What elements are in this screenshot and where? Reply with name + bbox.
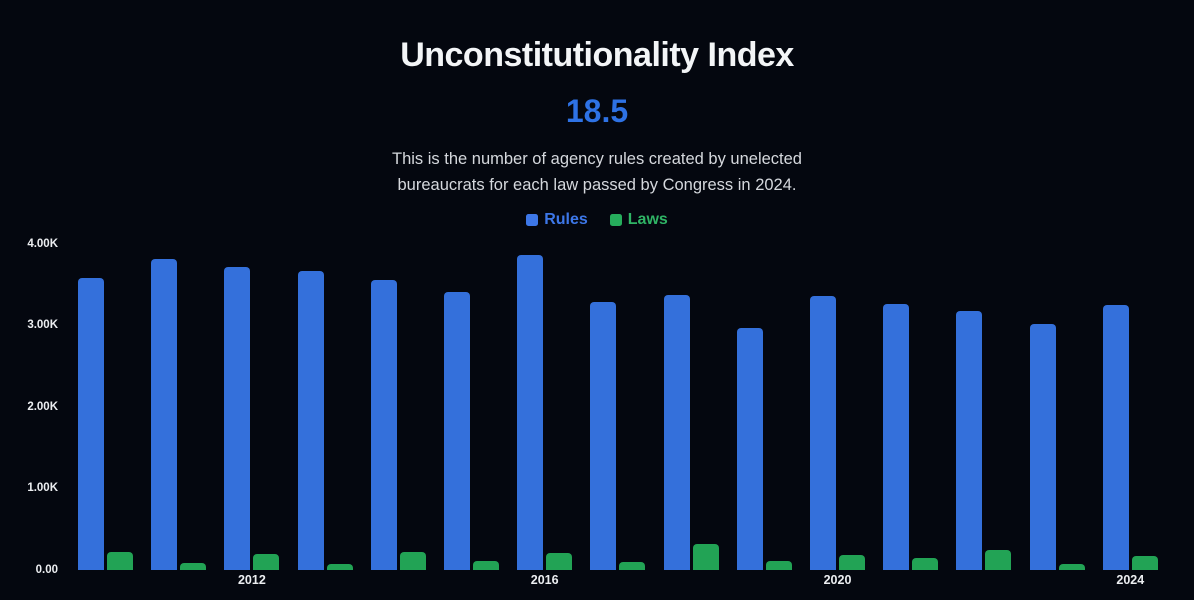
x-axis-tick-label: 2016	[530, 573, 559, 587]
chart-subtitle-line-1: This is the number of agency rules creat…	[392, 150, 802, 168]
x-axis-tick-label: 2020	[823, 573, 852, 587]
bar-rules-2021[interactable]	[883, 304, 910, 570]
rules-color-swatch-icon	[526, 214, 539, 226]
bar-laws-2013[interactable]	[326, 564, 353, 570]
legend-label: Rules	[544, 211, 588, 228]
x-axis-tick-label: 2024	[1116, 573, 1145, 587]
y-axis-tick-label: 0.00	[35, 564, 58, 576]
y-axis-tick-label: 1.00K	[27, 482, 58, 495]
y-axis-tick-label: 3.00K	[27, 319, 58, 332]
bar-rules-2016[interactable]	[517, 255, 544, 570]
legend-label: Laws	[627, 211, 668, 228]
legend-item-laws[interactable]: Laws	[609, 211, 668, 229]
x-axis-tick-label: 2012	[237, 573, 266, 587]
bar-laws-2015[interactable]	[473, 560, 499, 570]
bar-rules-2020[interactable]	[810, 296, 836, 570]
bar-laws-2021[interactable]	[912, 558, 939, 570]
bar-rules-2019[interactable]	[736, 328, 763, 570]
bar-rules-2018[interactable]	[663, 295, 690, 570]
bar-laws-2010[interactable]	[107, 552, 133, 570]
bar-laws-2017[interactable]	[619, 562, 646, 570]
laws-color-swatch-icon	[609, 214, 622, 226]
chart-title: Unconstitutionality Index	[400, 36, 794, 74]
bar-laws-2011[interactable]	[180, 562, 207, 570]
bar-laws-2023[interactable]	[1058, 564, 1085, 570]
chart-legend: Rules Laws	[0, 211, 1194, 229]
bar-laws-2024[interactable]	[1131, 555, 1158, 570]
legend-item-rules[interactable]: Rules	[526, 211, 588, 229]
bar-rules-2013[interactable]	[297, 271, 324, 570]
bar-rules-2023[interactable]	[1029, 323, 1056, 570]
bar-laws-2012[interactable]	[253, 554, 280, 570]
bar-rules-2011[interactable]	[151, 259, 178, 570]
bar-rules-2015[interactable]	[444, 291, 470, 570]
bar-laws-2022[interactable]	[985, 549, 1012, 570]
bar-rules-2010[interactable]	[78, 278, 104, 570]
index-value: 18.5	[565, 93, 629, 129]
bar-rules-2024[interactable]	[1102, 304, 1129, 570]
bar-rules-2012[interactable]	[224, 267, 251, 570]
bar-laws-2019[interactable]	[765, 561, 792, 570]
bar-laws-2018[interactable]	[692, 544, 719, 570]
chart-subtitle-line-2: bureaucrats for each law passed by Congr…	[397, 176, 797, 194]
bar-rules-2014[interactable]	[370, 279, 397, 570]
y-axis-tick-label: 2.00K	[27, 400, 58, 413]
bar-rules-2017[interactable]	[590, 302, 617, 570]
bar-laws-2020[interactable]	[839, 555, 865, 570]
bar-laws-2016[interactable]	[546, 552, 573, 570]
bar-laws-2014[interactable]	[399, 551, 426, 570]
bar-rules-2022[interactable]	[956, 311, 983, 570]
y-axis-tick-label: 4.00K	[27, 237, 58, 250]
